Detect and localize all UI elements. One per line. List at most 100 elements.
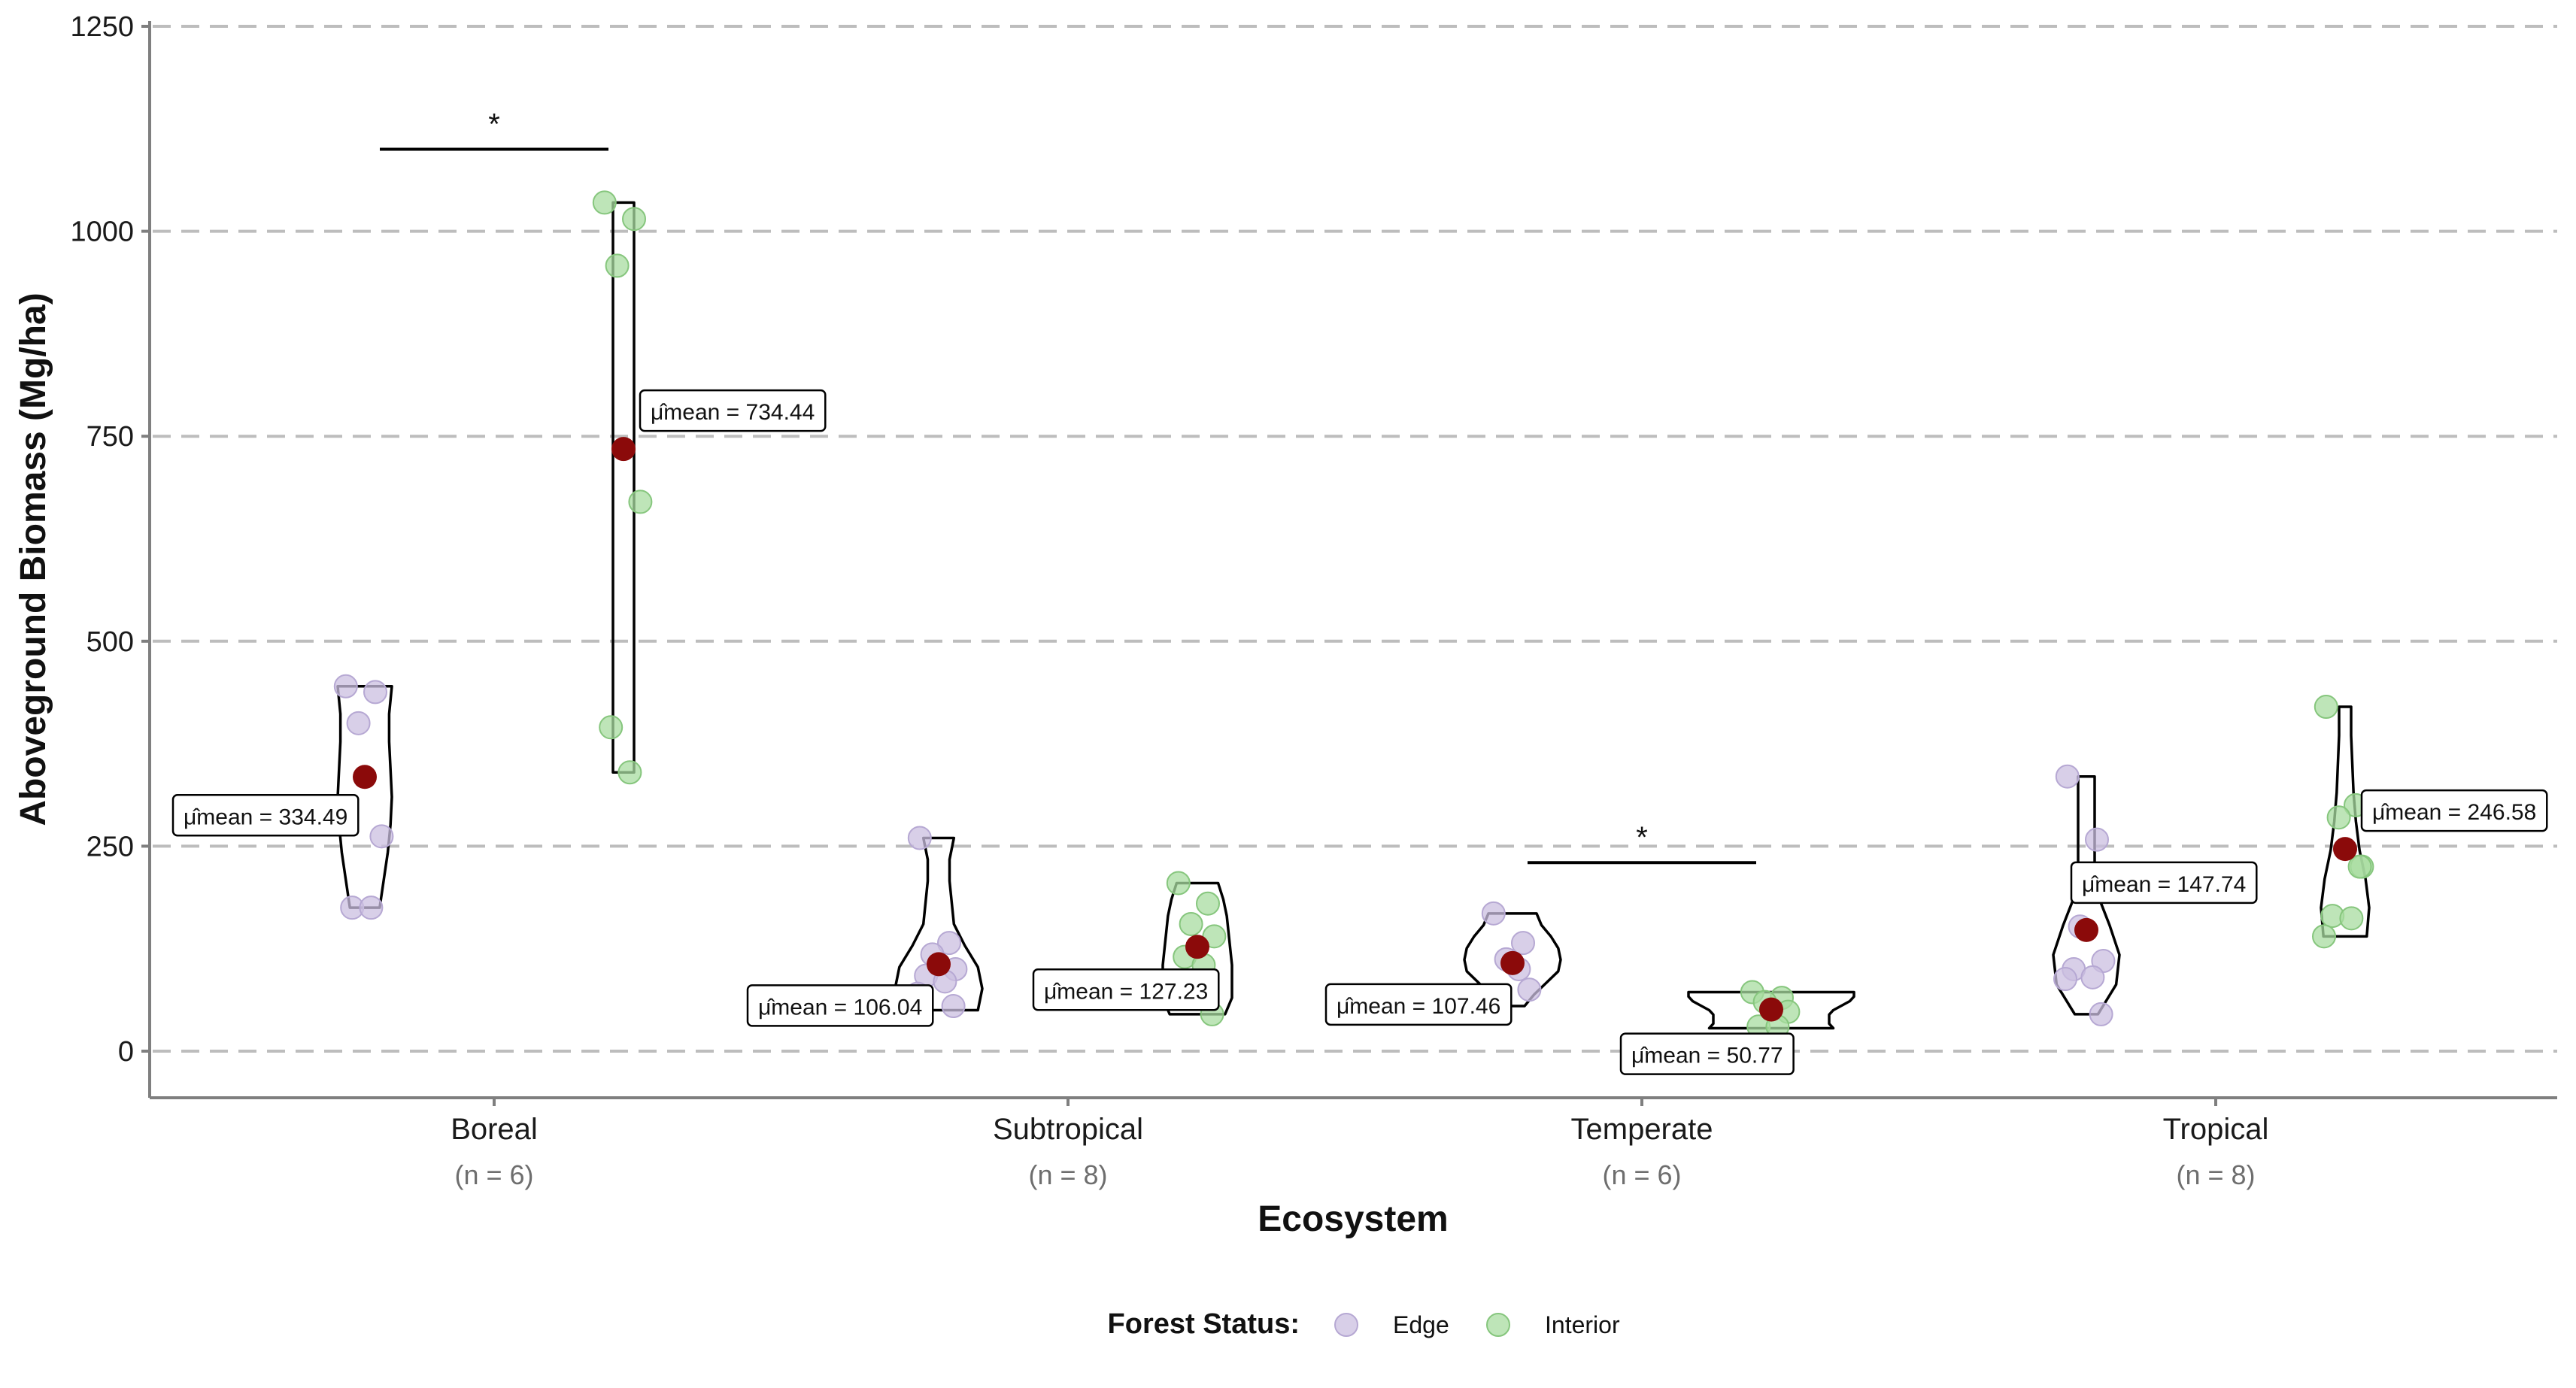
violin-edge xyxy=(1463,912,1562,1008)
mean-label-box xyxy=(171,794,360,837)
mean-label: μ̂mean = 106.04 xyxy=(746,984,934,1027)
data-point-interior xyxy=(1166,871,1191,896)
mean-point xyxy=(1500,950,1525,975)
mean-point xyxy=(353,765,377,789)
mean-label-text: μ̂mean = 734.44 xyxy=(651,400,815,425)
data-point-edge xyxy=(2089,1002,2113,1026)
data-point-interior xyxy=(592,190,617,215)
legend-swatch-interior xyxy=(1486,1313,1510,1337)
mean-label: μ̂mean = 127.23 xyxy=(1032,968,1220,1011)
mean-point xyxy=(1759,997,1783,1022)
y-tick-label: 250 xyxy=(86,831,134,862)
data-point-interior xyxy=(2326,805,2351,830)
data-point-interior xyxy=(628,489,653,514)
violin-edge xyxy=(2052,774,2121,1016)
mean-label-box xyxy=(639,389,827,432)
x-tick-labels: Boreal (n = 6) Subtropical (n = 8) Temperate… xyxy=(451,1098,2268,1190)
violin-interior xyxy=(611,201,636,774)
violin-edge xyxy=(894,836,984,1012)
sample-size-label: (n = 8) xyxy=(1028,1159,1107,1190)
y-axis-title: Aboveground Biomass (Mg/ha) xyxy=(14,292,53,826)
mean-points xyxy=(353,437,2357,1022)
data-point-edge xyxy=(1481,901,1506,926)
mean-label-box xyxy=(1032,968,1220,1011)
axes xyxy=(148,21,2557,1099)
data-point-interior xyxy=(599,715,624,740)
mean-label-text: μ̂mean = 246.58 xyxy=(2372,800,2536,825)
mean-label-box xyxy=(1619,1032,1795,1075)
mean-label-text: μ̂mean = 50.77 xyxy=(1631,1044,1783,1068)
mean-point xyxy=(2333,837,2357,862)
significance-annotations: ** xyxy=(380,108,1756,865)
violin-interior xyxy=(2320,705,2371,938)
data-point-edge xyxy=(2055,764,2080,789)
y-tick-labels: 0 250 500 750 1000 1250 xyxy=(70,11,150,1068)
data-point-edge xyxy=(359,896,384,920)
data-point-edge xyxy=(941,994,966,1019)
data-point-interior xyxy=(2314,695,2338,720)
mean-label-text: μ̂mean = 147.74 xyxy=(2082,872,2246,897)
data-point-interior xyxy=(2312,924,2336,949)
mean-label-text: μ̂mean = 107.46 xyxy=(1337,994,1500,1019)
violins xyxy=(336,201,2371,1030)
mean-label: μ̂mean = 107.46 xyxy=(1324,983,1513,1026)
data-point-interior xyxy=(1179,911,1203,936)
mean-label: μ̂mean = 734.44 xyxy=(639,389,827,432)
data-point-interior xyxy=(617,760,642,785)
y-tick-label: 750 xyxy=(86,421,134,453)
y-tick-label: 1000 xyxy=(70,217,134,248)
sample-size-label: (n = 6) xyxy=(454,1159,533,1190)
data-point-interior xyxy=(2347,854,2372,879)
x-axis-title: Ecosystem xyxy=(1258,1199,1448,1239)
mean-label-box xyxy=(746,984,934,1027)
mean-point xyxy=(927,952,951,977)
mean-label-text: μ̂mean = 106.04 xyxy=(758,995,922,1020)
x-tick-label: Tropical xyxy=(2163,1113,2269,1146)
data-point-edge xyxy=(346,711,371,735)
violin-interior xyxy=(1161,881,1233,1016)
mean-label-text: μ̂mean = 127.23 xyxy=(1044,979,1208,1004)
significance-label: * xyxy=(488,108,500,141)
data-point-edge xyxy=(2085,827,2109,852)
y-tick-label: 500 xyxy=(86,626,134,658)
y-tick-label: 0 xyxy=(118,1036,134,1068)
legend: Forest Status: Edge Interior xyxy=(1108,1308,1620,1340)
x-tick-label: Subtropical xyxy=(993,1113,1143,1146)
mean-label-box xyxy=(2360,789,2548,832)
sample-size-label: (n = 8) xyxy=(2176,1159,2255,1190)
mean-label: μ̂mean = 50.77 xyxy=(1619,1032,1795,1075)
data-point-interior xyxy=(605,253,630,278)
x-tick-label: Boreal xyxy=(451,1113,538,1146)
mean-label: μ̂mean = 147.74 xyxy=(2070,861,2258,905)
data-point-edge xyxy=(1517,977,1542,1002)
data-point-edge xyxy=(363,680,387,705)
mean-label-text: μ̂mean = 334.49 xyxy=(184,805,347,829)
legend-label-interior: Interior xyxy=(1545,1311,1620,1338)
data-point-interior xyxy=(2339,906,2364,931)
data-point-edge xyxy=(2053,967,2077,992)
mean-label-box xyxy=(2070,861,2258,905)
data-point-edge xyxy=(333,674,358,699)
data-point-edge xyxy=(1511,931,1535,956)
mean-label-box xyxy=(1324,983,1513,1026)
data-point-interior xyxy=(622,207,646,232)
mean-point xyxy=(611,437,636,462)
data-point-interior xyxy=(1196,891,1220,916)
x-tick-label: Temperate xyxy=(1571,1113,1713,1146)
mean-point xyxy=(1185,935,1209,959)
data-point-edge xyxy=(907,826,932,850)
data-point-edge xyxy=(369,824,394,849)
legend-swatch-edge xyxy=(1334,1313,1358,1337)
legend-title: Forest Status: xyxy=(1108,1308,1300,1340)
significance-label: * xyxy=(1636,821,1648,854)
violin-interior xyxy=(1687,990,1855,1030)
mean-label: μ̂mean = 334.49 xyxy=(171,794,360,837)
mean-labels: μ̂mean = 334.49 μ̂mean = 734.44 μ̂mean = 1… xyxy=(171,389,2548,1075)
mean-point xyxy=(2074,917,2098,942)
grid-lines xyxy=(153,25,2557,1053)
sample-size-label: (n = 6) xyxy=(1602,1159,1681,1190)
legend-label-edge: Edge xyxy=(1393,1311,1449,1338)
data-point-edge xyxy=(937,931,961,956)
mean-label: μ̂mean = 246.58 xyxy=(2360,789,2548,832)
